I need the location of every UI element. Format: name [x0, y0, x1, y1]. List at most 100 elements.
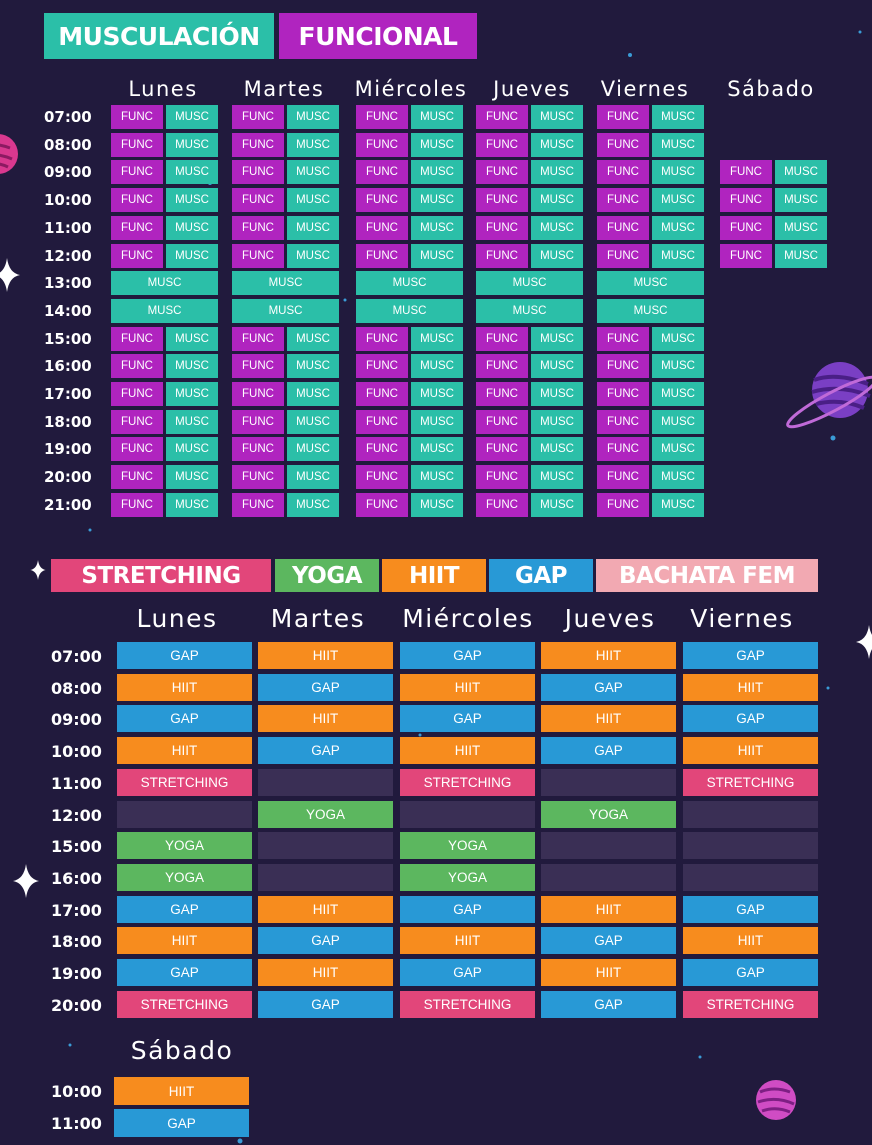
class-cell-musc: MUSC [531, 215, 583, 240]
class-cell-musc: MUSC [356, 271, 463, 296]
sparkle-icon [856, 625, 872, 659]
empty-cell [258, 832, 393, 860]
class-cell-musc: MUSC [166, 105, 218, 129]
empty-cell [258, 863, 393, 891]
legend-stretching: STRETCHING [51, 559, 271, 592]
class-cell-musc: MUSC [166, 243, 218, 268]
class-cell-musc: MUSC [287, 160, 339, 185]
class-cell-hiit: HIIT [683, 673, 818, 701]
class-cell-musc: MUSC [287, 326, 339, 351]
sparkle-icon [0, 258, 20, 292]
class-cell-hiit: HIIT [400, 927, 535, 955]
time-label: 08:00 [44, 135, 92, 154]
day-header: Miércoles [354, 77, 468, 101]
class-cell-musc: MUSC [287, 132, 339, 157]
time-label: 16:00 [44, 357, 92, 376]
class-cell-func: FUNC [111, 354, 163, 379]
class-cell-func: FUNC [356, 215, 408, 240]
day-header: Viernes [600, 77, 690, 101]
empty-cell [541, 863, 676, 891]
time-label: 18:00 [51, 932, 102, 952]
class-cell-hiit: HIIT [400, 673, 535, 701]
class-cell-musc: MUSC [652, 160, 704, 185]
day-header: Lunes [128, 77, 198, 101]
time-label: 13:00 [44, 274, 92, 293]
class-cell-func: FUNC [597, 188, 649, 213]
class-cell-musc: MUSC [531, 188, 583, 213]
class-cell-hiit: HIIT [258, 895, 393, 923]
class-cell-musc: MUSC [166, 382, 218, 406]
class-cell-musc: MUSC [166, 188, 218, 213]
class-cell-gap: GAP [683, 705, 818, 733]
class-cell-func: FUNC [476, 382, 528, 406]
class-cell-musc: MUSC [287, 243, 339, 268]
class-cell-hiit: HIIT [114, 1077, 249, 1105]
class-cell-func: FUNC [597, 409, 649, 434]
class-cell-gap: GAP [683, 895, 818, 923]
day-header: Jueves [564, 604, 656, 633]
class-cell-func: FUNC [720, 188, 772, 213]
class-cell-func: FUNC [597, 132, 649, 157]
class-cell-func: FUNC [476, 188, 528, 213]
class-cell-func: FUNC [476, 132, 528, 157]
class-cell-musc: MUSC [411, 132, 463, 157]
class-cell-func: FUNC [356, 132, 408, 157]
empty-cell [400, 800, 535, 828]
time-label: 19:00 [51, 964, 102, 983]
class-cell-func: FUNC [111, 188, 163, 213]
class-cell-func: FUNC [597, 243, 649, 268]
class-cell-musc: MUSC [652, 409, 704, 434]
class-cell-func: FUNC [356, 188, 408, 213]
class-cell-func: FUNC [356, 160, 408, 185]
class-cell-hiit: HIIT [541, 642, 676, 669]
class-cell-func: FUNC [476, 243, 528, 268]
class-cell-gap: GAP [117, 895, 252, 923]
time-label: 15:00 [51, 837, 102, 857]
class-cell-func: FUNC [597, 354, 649, 379]
class-cell-musc: MUSC [652, 243, 704, 268]
class-cell-func: FUNC [111, 160, 163, 185]
class-cell-func: FUNC [111, 465, 163, 490]
day-header: Lunes [136, 604, 218, 633]
class-cell-musc: MUSC [287, 437, 339, 462]
legend-func: FUNCIONAL [279, 13, 477, 59]
class-cell-gap: GAP [400, 705, 535, 733]
class-cell-func: FUNC [597, 215, 649, 240]
day-header: Martes [243, 77, 325, 101]
class-cell-gap: GAP [258, 737, 393, 765]
class-cell-gap: GAP [541, 990, 676, 1018]
time-label: 20:00 [51, 995, 102, 1015]
class-cell-hiit: HIIT [541, 705, 676, 733]
class-cell-musc: MUSC [652, 326, 704, 351]
class-cell-func: FUNC [597, 105, 649, 129]
class-cell-musc: MUSC [411, 437, 463, 462]
time-label: 10:00 [44, 191, 92, 210]
class-cell-func: FUNC [111, 382, 163, 406]
class-cell-gap: GAP [541, 673, 676, 701]
class-cell-gap: GAP [541, 737, 676, 765]
time-label: 16:00 [51, 868, 102, 888]
class-cell-musc: MUSC [166, 215, 218, 240]
class-cell-func: FUNC [356, 105, 408, 129]
class-cell-musc: MUSC [531, 326, 583, 351]
class-cell-musc: MUSC [652, 105, 704, 129]
class-cell-musc: MUSC [411, 354, 463, 379]
day-header: Sábado [727, 77, 815, 101]
class-cell-musc: MUSC [476, 298, 583, 323]
class-cell-musc: MUSC [775, 188, 827, 213]
time-label: 09:00 [44, 163, 92, 182]
class-cell-stretching: STRETCHING [117, 768, 252, 796]
class-cell-func: FUNC [356, 382, 408, 406]
time-label: 10:00 [51, 1082, 102, 1101]
class-cell-func: FUNC [356, 326, 408, 351]
class-cell-gap: GAP [258, 990, 393, 1018]
day-header: Viernes [690, 604, 794, 633]
class-cell-musc: MUSC [411, 382, 463, 406]
class-cell-musc: MUSC [531, 132, 583, 157]
class-cell-yoga: YOGA [258, 800, 393, 828]
class-cell-yoga: YOGA [541, 800, 676, 828]
class-cell-musc: MUSC [775, 243, 827, 268]
time-label: 11:00 [51, 1114, 102, 1133]
class-cell-musc: MUSC [597, 298, 704, 323]
